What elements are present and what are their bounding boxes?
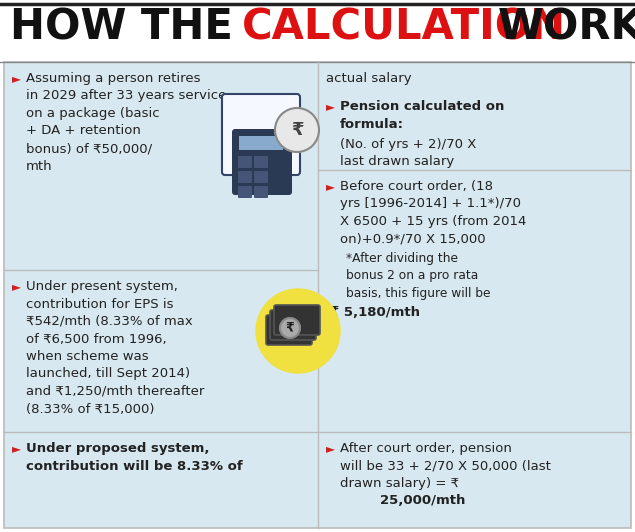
- Text: ►: ►: [326, 442, 335, 455]
- FancyBboxPatch shape: [238, 186, 252, 198]
- Text: After court order, pension
will be 33 + 2/70 X 50,000 (last
drawn salary) = ₹: After court order, pension will be 33 + …: [340, 442, 551, 490]
- Circle shape: [275, 108, 319, 152]
- FancyBboxPatch shape: [222, 94, 300, 175]
- Text: Under proposed system,
contribution will be 8.33% of: Under proposed system, contribution will…: [26, 442, 243, 472]
- Text: 25,000/mth: 25,000/mth: [380, 494, 465, 507]
- FancyBboxPatch shape: [254, 186, 268, 198]
- Bar: [4, 62, 631, 528]
- FancyBboxPatch shape: [274, 305, 320, 335]
- Text: ►: ►: [12, 72, 21, 85]
- Text: CALCULATION: CALCULATION: [242, 6, 566, 48]
- FancyBboxPatch shape: [266, 315, 312, 345]
- FancyBboxPatch shape: [238, 156, 252, 168]
- Bar: [0, 0, 635, 62]
- Circle shape: [256, 289, 340, 373]
- Text: ₹: ₹: [286, 321, 295, 335]
- FancyBboxPatch shape: [232, 129, 292, 195]
- Text: ►: ►: [12, 280, 21, 293]
- FancyBboxPatch shape: [239, 136, 283, 150]
- Text: *After dividing the
bonus 2 on a pro rata
basis, this figure will be: *After dividing the bonus 2 on a pro rat…: [346, 252, 490, 300]
- Text: WORKS: WORKS: [498, 6, 635, 48]
- Text: ₹: ₹: [291, 121, 304, 139]
- Text: ►: ►: [326, 180, 335, 193]
- FancyBboxPatch shape: [238, 171, 252, 183]
- Text: Assuming a person retires
in 2029 after 33 years service
on a package (basic
+ D: Assuming a person retires in 2029 after …: [26, 72, 226, 172]
- Text: (No. of yrs + 2)/70 X
last drawn salary: (No. of yrs + 2)/70 X last drawn salary: [340, 138, 476, 169]
- Text: Under present system,
contribution for EPS is
₹542/mth (8.33% of max
of ₹6,500 f: Under present system, contribution for E…: [26, 280, 204, 415]
- Circle shape: [280, 318, 300, 338]
- Text: ₹ 5,180/mth: ₹ 5,180/mth: [330, 306, 420, 319]
- Text: Pension calculated on
formula:: Pension calculated on formula:: [340, 100, 504, 130]
- Text: ►: ►: [12, 442, 21, 455]
- Text: HOW THE: HOW THE: [10, 6, 233, 48]
- Text: ►: ►: [326, 100, 335, 113]
- FancyBboxPatch shape: [254, 156, 268, 168]
- Text: Before court order, (18
yrs [1996-2014] + 1.1*)/70
X 6500 + 15 yrs (from 2014
on: Before court order, (18 yrs [1996-2014] …: [340, 180, 526, 245]
- Text: actual salary: actual salary: [326, 72, 411, 85]
- FancyBboxPatch shape: [270, 310, 316, 340]
- FancyBboxPatch shape: [254, 171, 268, 183]
